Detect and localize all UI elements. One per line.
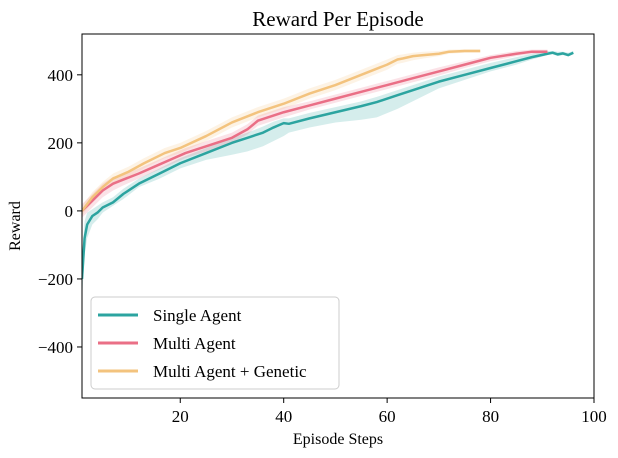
x-tick-label: 20 xyxy=(172,407,189,426)
series-lines xyxy=(82,49,574,280)
legend: Single Agent Multi Agent Multi Agent + G… xyxy=(90,296,340,390)
line-multi-agent xyxy=(82,50,548,212)
y-tick-label: −200 xyxy=(38,270,73,289)
legend-label-multi-agent-genetic: Multi Agent + Genetic xyxy=(153,362,307,381)
y-tick-label: 400 xyxy=(48,66,74,85)
y-axis: −400 −200 0 200 400 xyxy=(38,66,82,357)
x-axis-label: Episode Steps xyxy=(293,431,383,448)
line-single-agent xyxy=(82,51,574,280)
plot-frame xyxy=(81,33,595,399)
legend-label-multi-agent: Multi Agent xyxy=(153,334,236,353)
x-tick-label: 80 xyxy=(482,407,499,426)
legend-label-single-agent: Single Agent xyxy=(153,306,242,325)
y-tick-label: 0 xyxy=(65,202,74,221)
y-tick-label: −400 xyxy=(38,338,73,357)
y-axis-label: Reward xyxy=(7,201,24,251)
legend-box xyxy=(90,296,340,390)
x-tick-label: 100 xyxy=(581,407,607,426)
x-tick-label: 40 xyxy=(275,407,292,426)
y-tick-label: 200 xyxy=(48,134,74,153)
x-tick-label: 60 xyxy=(379,407,396,426)
line-multi-agent-genetic xyxy=(82,49,481,212)
x-axis: 20 40 60 80 100 xyxy=(172,398,607,426)
chart-title: Reward Per Episode xyxy=(252,7,423,31)
